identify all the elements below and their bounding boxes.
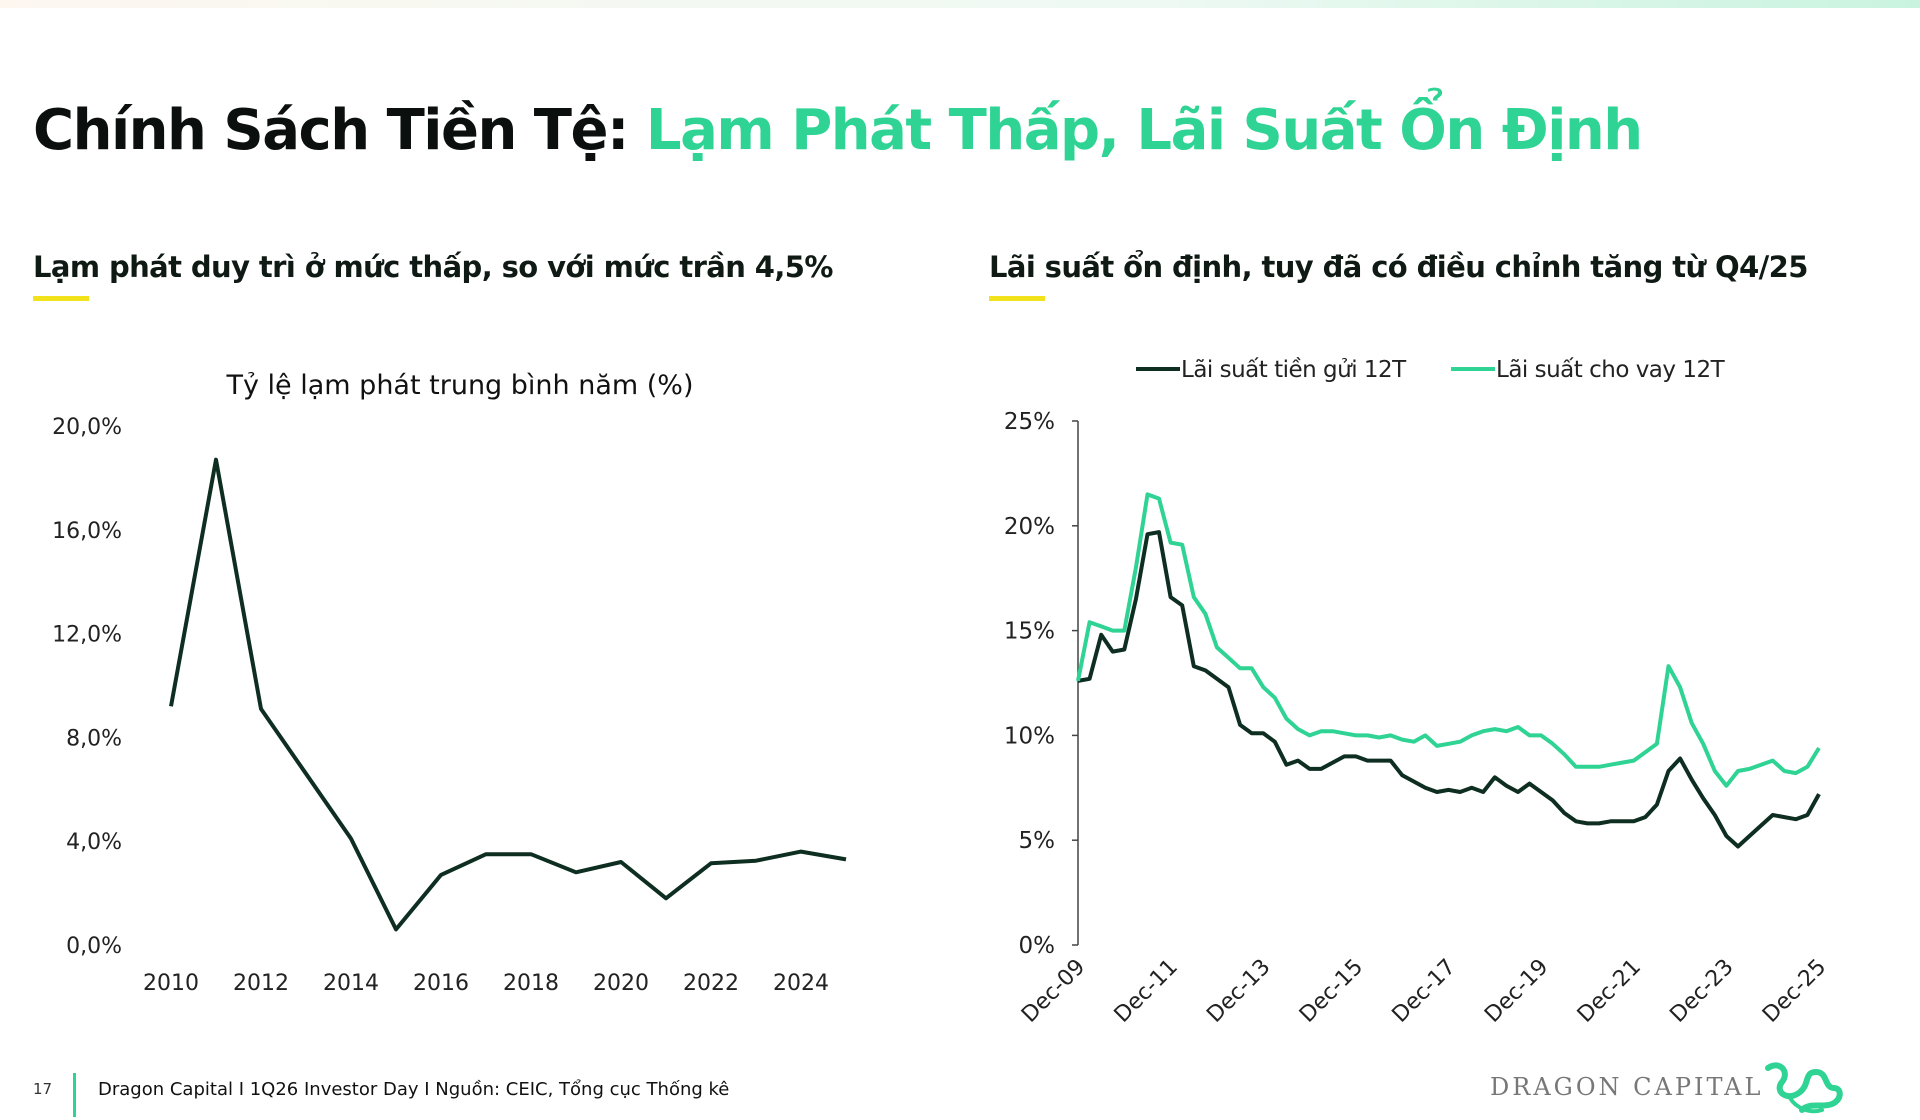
x-tick-label: 2018 — [503, 971, 559, 996]
left-subtitle: Lạm phát duy trì ở mức thấp, so với mức … — [33, 250, 833, 284]
y-tick-label: 20% — [1004, 514, 1055, 540]
x-tick-label: 2022 — [683, 971, 739, 996]
y-tick-label: 0% — [1019, 933, 1056, 959]
inflation-line — [169, 457, 847, 932]
x-tick-label: Dec-09 — [1017, 955, 1090, 1028]
x-tick-label: 2012 — [233, 971, 289, 996]
lending-rate-line — [1076, 492, 1821, 788]
deposit-rate-line — [1077, 530, 1821, 849]
x-tick-label: 2016 — [413, 971, 469, 996]
y-tick-label: 15% — [1004, 619, 1055, 645]
legend-label: Lãi suất tiền gửi 12T — [1181, 357, 1407, 383]
page-number: 17 — [33, 1080, 53, 1098]
title-dark: Chính Sách Tiền Tệ: — [33, 98, 629, 163]
right-subtitle-underline — [989, 296, 1045, 301]
x-tick-label: Dec-21 — [1573, 955, 1646, 1028]
x-tick-label: Dec-17 — [1388, 955, 1461, 1028]
y-tick-label: 4,0% — [66, 830, 122, 855]
logo-text: DRAGON CAPITAL — [1490, 1073, 1764, 1101]
y-tick-label: 5% — [1019, 828, 1056, 854]
y-tick-label: 20,0% — [52, 415, 122, 440]
x-tick-label: 2010 — [143, 971, 199, 996]
left-subtitle-underline — [33, 296, 89, 301]
legend-label: Lãi suất cho vay 12T — [1496, 357, 1726, 383]
x-tick-label: Dec-25 — [1758, 955, 1831, 1028]
dragon-logo-icon — [1765, 1062, 1843, 1114]
title-accent: Lạm Phát Thấp, Lãi Suất Ổn Định — [645, 98, 1643, 163]
left-chart-title: Tỷ lệ lạm phát trung bình năm (%) — [226, 370, 694, 401]
x-tick-label: Dec-23 — [1665, 955, 1738, 1028]
y-tick-label: 10% — [1004, 723, 1055, 749]
y-tick-label: 12,0% — [52, 623, 122, 648]
page-title: Chính Sách Tiền Tệ: Lạm Phát Thấp, Lãi S… — [33, 98, 1643, 163]
y-tick-label: 25% — [1004, 409, 1055, 435]
right-subtitle: Lãi suất ổn định, tuy đã có điều chỉnh t… — [989, 250, 1808, 284]
x-tick-label: 2014 — [323, 971, 379, 996]
x-tick-label: 2024 — [773, 971, 829, 996]
y-tick-label: 8,0% — [66, 726, 122, 751]
y-tick-label: 0,0% — [66, 934, 122, 959]
x-tick-label: Dec-11 — [1110, 955, 1183, 1028]
x-tick-label: Dec-15 — [1295, 955, 1368, 1028]
x-tick-label: Dec-19 — [1480, 955, 1553, 1028]
footer-source: Dragon Capital I 1Q26 Investor Day I Ngu… — [98, 1079, 730, 1100]
y-tick-label: 16,0% — [52, 519, 122, 544]
x-tick-label: 2020 — [593, 971, 649, 996]
footer-divider — [73, 1073, 76, 1117]
top-accent-bar — [0, 0, 1920, 8]
x-tick-label: Dec-13 — [1202, 955, 1275, 1028]
